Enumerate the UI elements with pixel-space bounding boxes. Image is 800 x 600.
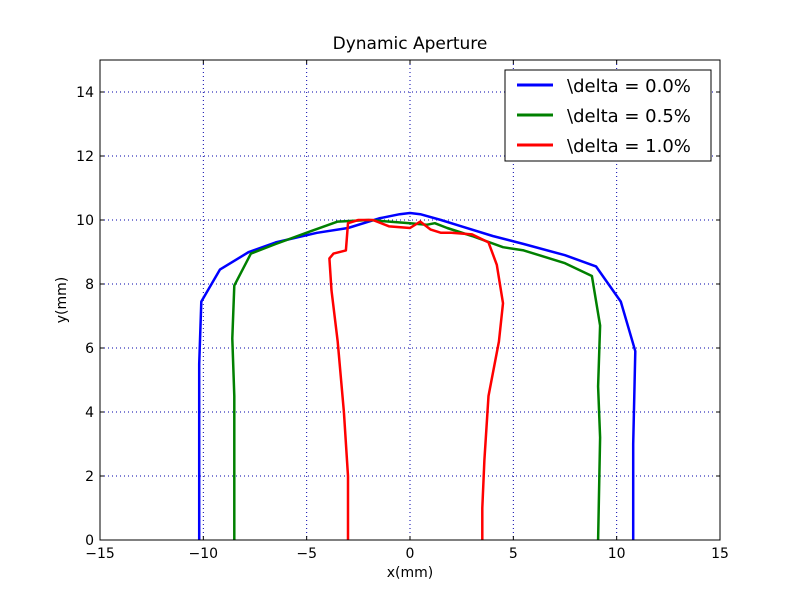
legend-label-delta-0.0: \delta = 0.0% (567, 76, 691, 97)
y-tick-label: 8 (85, 277, 94, 293)
series-line-2 (328, 218, 505, 540)
y-tick-label: 14 (76, 85, 94, 101)
legend: \delta = 0.0% \delta = 0.5% \delta = 1.0… (504, 69, 712, 162)
y-tick-label: 12 (76, 149, 94, 165)
series-lines (197, 211, 637, 541)
y-tick-label: 2 (85, 469, 94, 485)
ticks: −15 −10 −5 0 5 10 15 0 2 4 6 8 10 12 14 (76, 60, 729, 562)
legend-entry: \delta = 0.5% (517, 106, 691, 127)
x-tick-label: −5 (296, 546, 317, 562)
x-tick-label: −15 (85, 546, 115, 562)
x-tick-label: 15 (711, 546, 729, 562)
y-tick-label: 0 (85, 533, 94, 549)
legend-label-delta-1.0: \delta = 1.0% (567, 136, 691, 157)
legend-entry: \delta = 0.0% (517, 76, 691, 97)
y-tick-label: 10 (76, 213, 94, 229)
y-tick-label: 4 (85, 405, 94, 421)
x-tick-label: −10 (189, 546, 219, 562)
x-tick-label: 5 (509, 546, 518, 562)
legend-label-delta-0.5: \delta = 0.5% (567, 106, 691, 127)
legend-entry: \delta = 1.0% (517, 136, 691, 157)
x-axis-label: x(mm) (387, 565, 433, 581)
y-tick-label: 6 (85, 341, 94, 357)
series-line-0 (197, 211, 637, 540)
x-tick-label: 0 (406, 546, 415, 562)
x-tick-label: 10 (608, 546, 626, 562)
chart-title: Dynamic Aperture (333, 34, 488, 54)
y-axis-label: y(mm) (54, 277, 70, 323)
